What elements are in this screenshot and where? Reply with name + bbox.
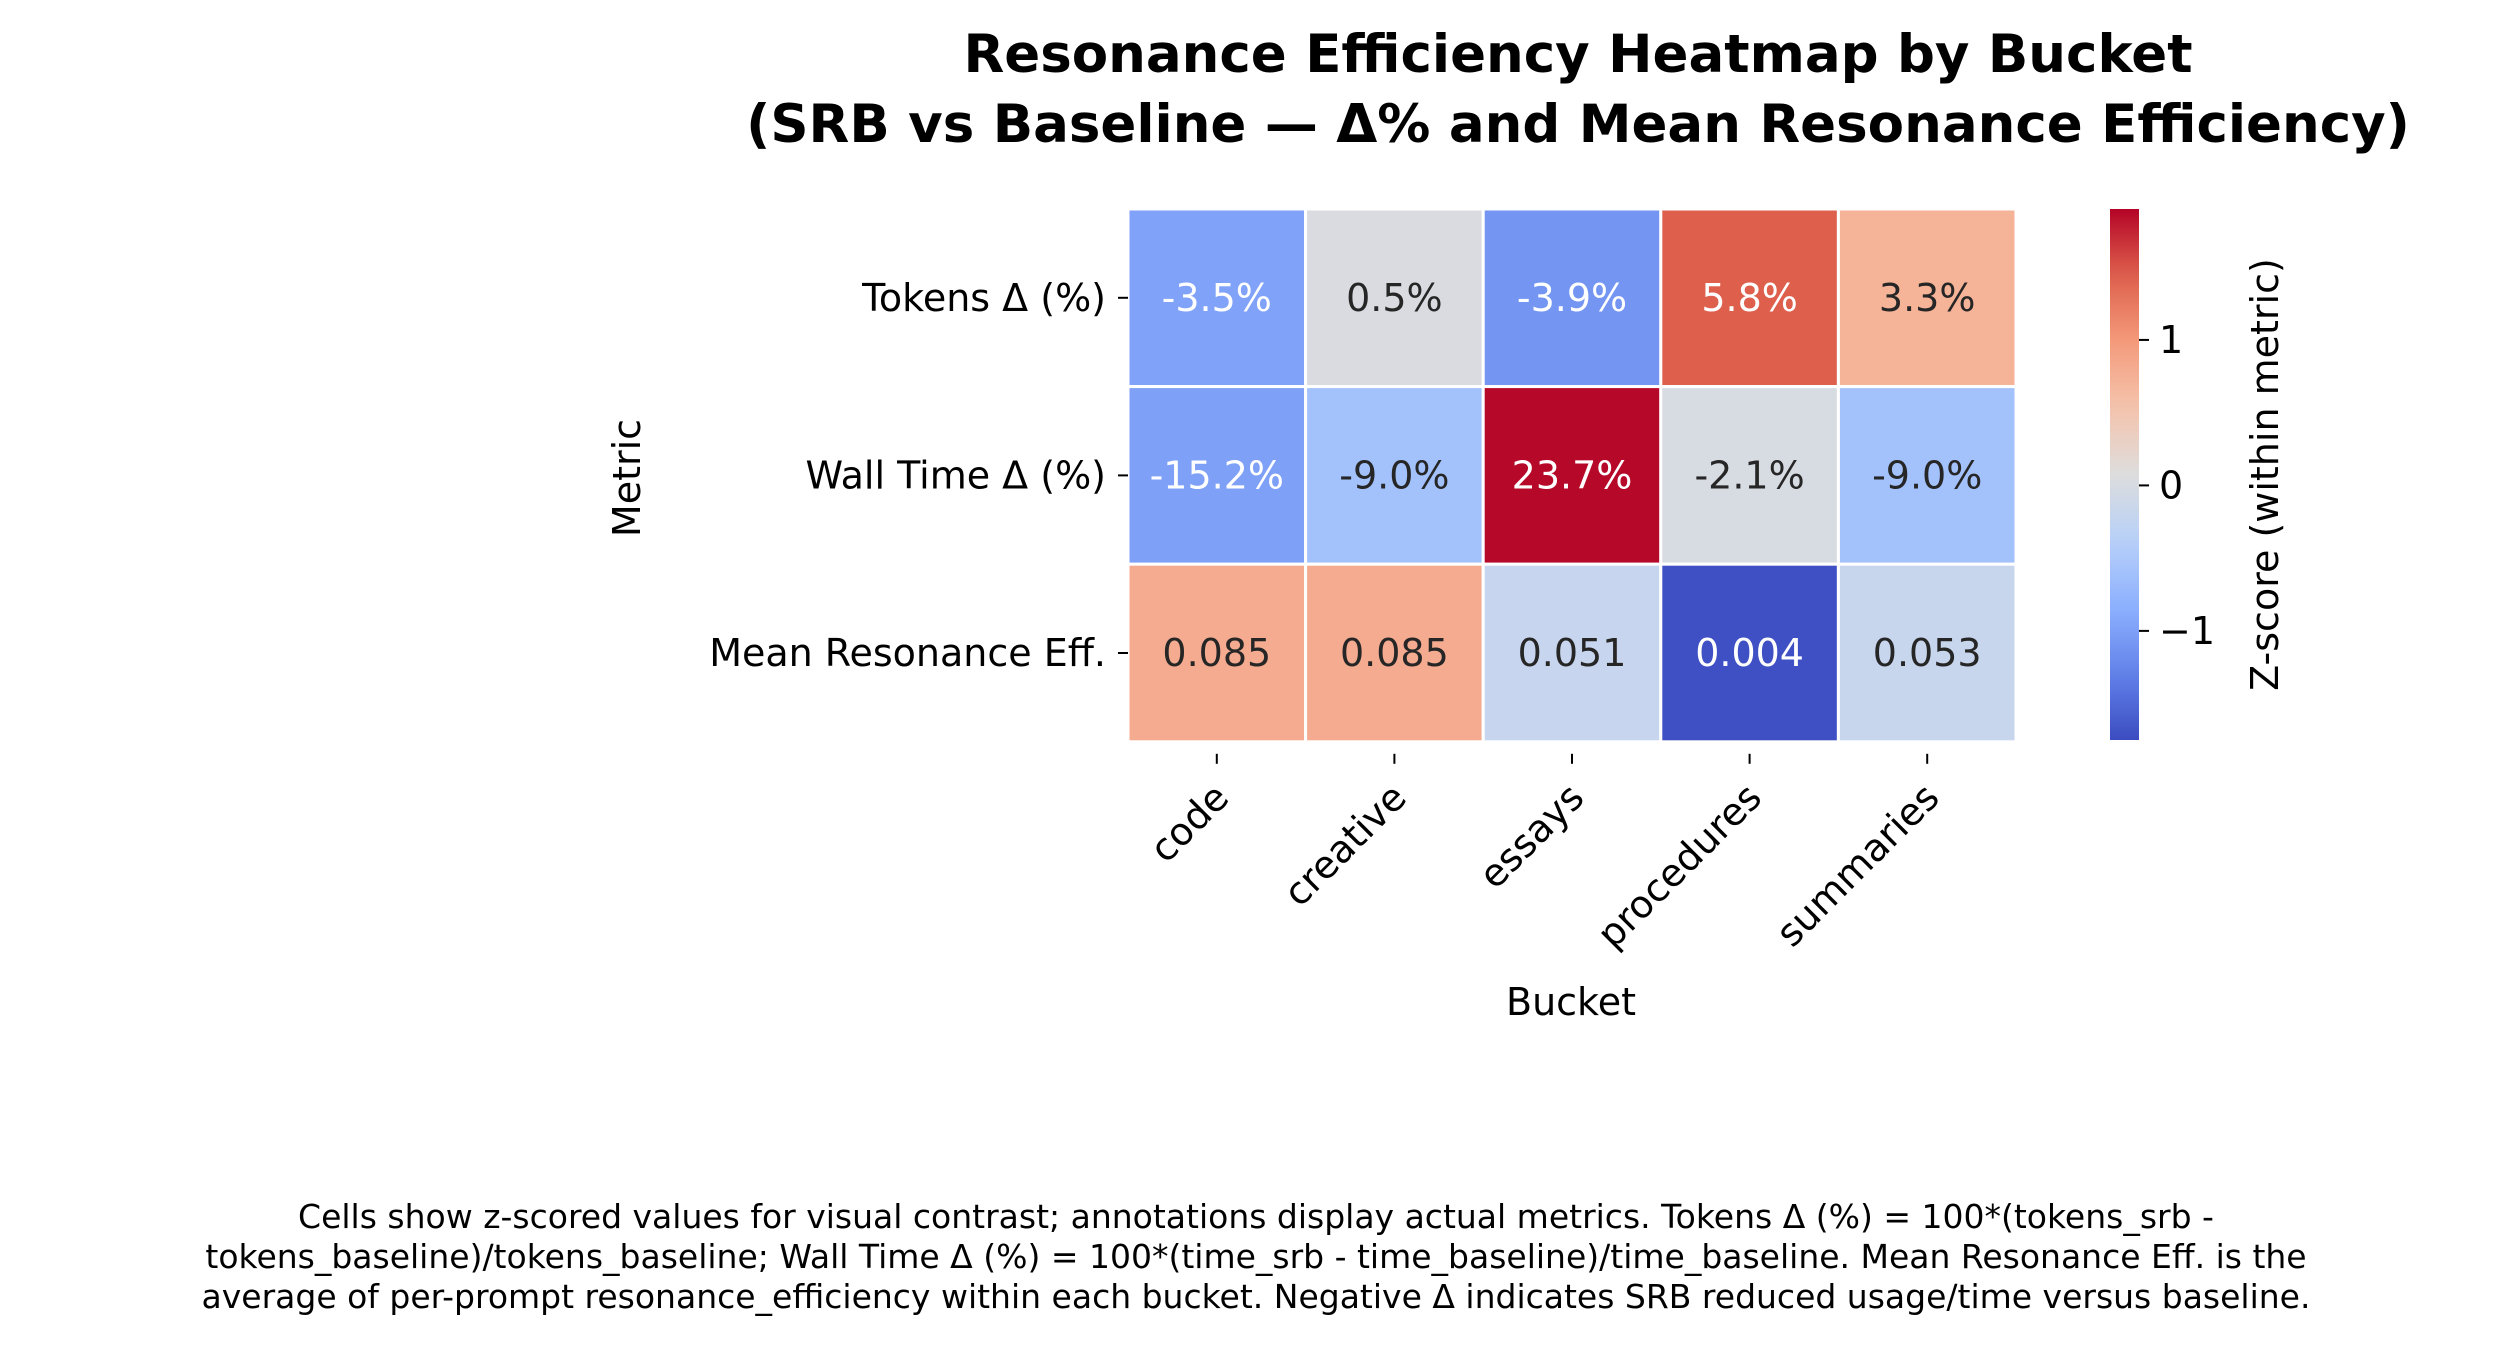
cell-annotation: 0.085 [1340,631,1449,675]
cell-annotation: 3.3% [1879,276,1976,320]
chart-title: Resonance Efficiency Heatmap by Bucket (S… [746,24,2410,155]
heatmap-annotations: -3.5% 0.5% -3.9% 5.8% 3.3% -15.2% -9.0% 23.7% -2… [1150,276,1983,675]
heatmap-cell [1304,562,1485,744]
cell-annotation: 0.004 [1695,631,1804,675]
heatmap-cell [1836,385,2018,566]
colorbar-tick-label: 1 [2159,318,2183,362]
cell-annotation: 0.085 [1162,631,1271,675]
x-tick-label: essays [1470,775,1592,897]
x-tick-label: creative [1275,775,1415,915]
caption-line: Cells show z-scored values for visual co… [298,1197,2214,1236]
x-tick-label: summaries [1768,775,1948,955]
cell-annotation: 0.5% [1346,276,1443,320]
caption-line: tokens_baseline)/tokens_baseline; Wall T… [205,1237,2306,1276]
heatmap-cell [1304,207,1485,389]
heatmap-cell [1481,562,1663,744]
y-axis-label: Metric [605,419,649,537]
cell-annotation: 0.053 [1873,631,1982,675]
colorbar: −1 0 1 Z-score (within metric) [2110,209,2287,740]
y-axis: Tokens Δ (%) Wall Time Δ (%) Mean Resonanc… [605,276,1128,675]
chart-caption: Cells show z-scored values for visual co… [202,1197,2311,1316]
cell-annotation: 23.7% [1512,453,1633,497]
y-tick-label: Tokens Δ (%) [861,276,1106,320]
heatmap-cell [1126,207,1308,389]
x-tick-label: code [1141,775,1237,871]
cell-annotation: 0.051 [1518,631,1627,675]
cell-annotation: -3.9% [1517,276,1627,320]
heatmap-cell [1481,207,1663,389]
heatmap-cell [1659,562,1840,744]
x-tick-label: procedures [1589,775,1770,956]
chart-title-line: Resonance Efficiency Heatmap by Bucket [963,24,2192,85]
cell-annotation: 5.8% [1701,276,1798,320]
heatmap-cell [1836,562,2018,744]
y-tick-label: Mean Resonance Eff. [709,631,1106,675]
colorbar-tick-label: 0 [2159,463,2183,507]
chart-title-line: (SRB vs Baseline — Δ% and Mean Resonance… [746,94,2410,155]
cell-annotation: -2.1% [1694,453,1804,497]
cell-annotation: -15.2% [1150,453,1284,497]
cell-annotation: -9.0% [1339,453,1449,497]
heatmap-cell [1481,385,1663,566]
x-axis-label: Bucket [1506,980,1636,1024]
heatmap-cells [1126,207,2018,744]
colorbar-label: Z-score (within metric) [2243,258,2287,691]
y-tick-label: Wall Time Δ (%) [805,453,1106,497]
caption-line: average of per-prompt resonance_efficien… [202,1277,2311,1316]
colorbar-tick-label: −1 [2159,609,2215,653]
colorbar-gradient [2110,209,2139,740]
cell-annotation: -9.0% [1872,453,1982,497]
cell-annotation: -3.5% [1162,276,1272,320]
